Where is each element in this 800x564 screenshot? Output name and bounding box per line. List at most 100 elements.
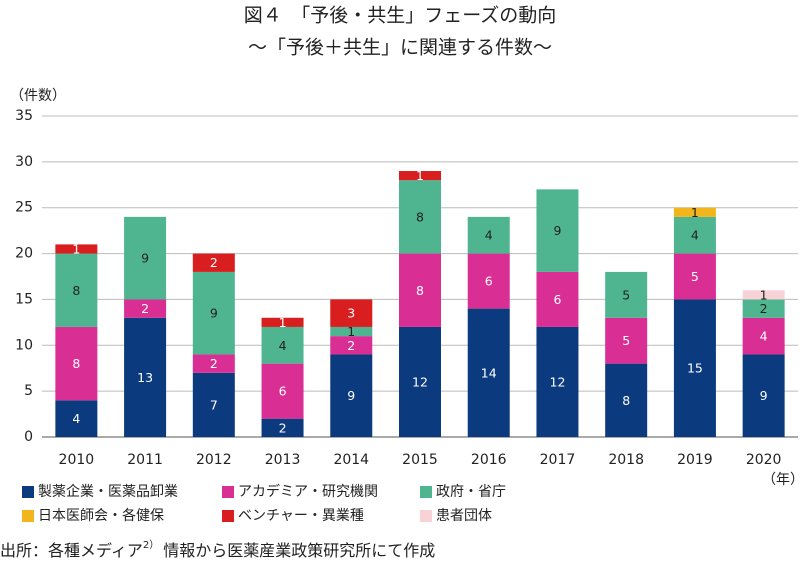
value-label: 8 <box>72 283 80 298</box>
bar-segment <box>55 244 98 254</box>
value-label: 2 <box>210 356 218 371</box>
bar-segment <box>742 290 785 300</box>
x-tick-label: 2015 <box>402 452 438 468</box>
value-label: 5 <box>622 287 630 302</box>
bar-segment <box>330 336 373 355</box>
legend-label: 日本医師会・各健保 <box>38 508 164 524</box>
value-label: 2 <box>210 255 218 270</box>
value-label: 9 <box>760 388 768 403</box>
value-label: 13 <box>137 370 153 385</box>
y-tick-label: 25 <box>15 200 33 216</box>
value-label: 8 <box>622 393 630 408</box>
value-label: 4 <box>760 329 768 344</box>
chart-title: 図４ 「予後・共生」フェーズの動向 <box>244 5 557 27</box>
legend-swatch <box>222 510 234 522</box>
bar-segment <box>673 299 716 437</box>
x-tick-label: 2016 <box>471 452 507 468</box>
bar-segment <box>192 354 235 373</box>
value-label: 2 <box>760 301 768 316</box>
bar-segment <box>124 317 167 437</box>
value-label: 6 <box>553 292 561 307</box>
value-label: 9 <box>347 388 355 403</box>
bar-segment <box>124 299 167 318</box>
x-tick-label: 2017 <box>540 452 576 468</box>
x-tick-label: 2011 <box>127 452 163 468</box>
bar-segment <box>192 372 235 437</box>
legend-swatch <box>222 486 234 498</box>
bar-segment <box>55 253 98 327</box>
bar-segment <box>605 271 648 318</box>
source-ref: 2） <box>143 539 159 551</box>
bar-segment <box>192 253 235 272</box>
bar-segment <box>261 317 304 327</box>
x-tick-label: 2012 <box>196 452 232 468</box>
bar-segment <box>124 216 167 300</box>
bar-segment <box>330 326 373 337</box>
bar-segment <box>536 326 579 437</box>
x-axis-label: （年） <box>762 472 800 488</box>
value-label: 3 <box>347 306 355 321</box>
bar-segment <box>55 326 98 401</box>
x-tick-label: 2010 <box>59 452 95 468</box>
legend-label: 政府・省庁 <box>436 484 506 500</box>
bar-segment <box>673 253 716 300</box>
source-note: 出所：各種メディア2） 情報から医薬産業政策研究所にて作成 <box>0 539 435 560</box>
source-text: 情報から医薬産業政策研究所にて作成 <box>163 541 435 560</box>
value-label: 12 <box>550 374 566 389</box>
bar-segment <box>742 354 785 437</box>
bar-segment <box>261 418 304 437</box>
bar-segment <box>330 299 373 327</box>
chart-subtitle: ～「予後＋共生」に関連する件数～ <box>248 37 552 59</box>
y-tick-label: 20 <box>15 246 33 262</box>
bar-segment <box>673 207 716 217</box>
value-label: 5 <box>691 269 699 284</box>
value-label: 2 <box>347 338 355 353</box>
value-label: 6 <box>279 384 287 399</box>
y-tick-label: 10 <box>15 337 33 353</box>
bar-segment <box>192 271 235 355</box>
value-label: 2 <box>279 420 287 435</box>
y-tick-label: 5 <box>24 383 33 399</box>
value-label: 9 <box>141 251 149 266</box>
legend-label: アカデミア・研究機関 <box>238 483 378 500</box>
bar-segment <box>605 363 648 437</box>
bar-segment <box>467 216 510 254</box>
bar-segment <box>261 363 304 419</box>
value-label: 1 <box>347 324 355 339</box>
legend-swatch <box>420 510 432 522</box>
bar-segment <box>399 171 441 181</box>
x-tick-label: 2014 <box>333 452 369 468</box>
bar-segment <box>261 326 304 364</box>
bar-segment <box>399 180 441 254</box>
y-axis-label: （件数） <box>10 88 66 104</box>
bar-segment <box>467 308 510 437</box>
value-label: 1 <box>760 287 768 302</box>
value-label: 6 <box>485 274 493 289</box>
legend-label: ベンチャー・異業種 <box>238 508 364 524</box>
value-label: 1 <box>691 205 699 220</box>
source-text: 出所：各種メディア <box>0 541 143 560</box>
legend-label: 製薬企業・医薬品卸業 <box>38 483 178 500</box>
bar-segment <box>467 253 510 309</box>
value-label: 1 <box>416 168 424 183</box>
value-label: 8 <box>416 209 424 224</box>
bar-segment <box>742 299 785 318</box>
bar-segment <box>330 354 373 437</box>
value-label: 7 <box>210 397 218 412</box>
bar-segment <box>742 317 785 355</box>
y-tick-label: 0 <box>24 429 33 445</box>
value-label: 14 <box>481 365 497 380</box>
y-tick-label: 30 <box>15 154 33 170</box>
y-tick-label: 35 <box>15 108 33 124</box>
value-label: 9 <box>553 223 561 238</box>
value-label: 9 <box>210 306 218 321</box>
value-label: 5 <box>622 333 630 348</box>
bar-segment <box>536 189 579 272</box>
value-label: 15 <box>687 361 703 376</box>
legend-swatch <box>22 486 34 498</box>
bar-segment <box>673 216 716 254</box>
x-tick-label: 2018 <box>608 452 644 468</box>
value-label: 4 <box>485 228 493 243</box>
